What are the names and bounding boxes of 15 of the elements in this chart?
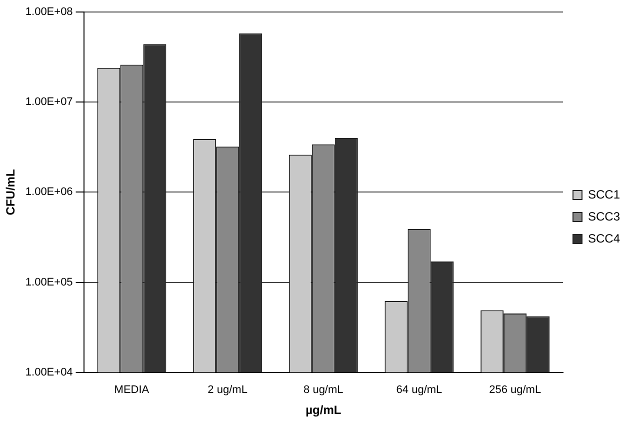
y-tick-label: 1.00E+06	[25, 186, 73, 198]
x-axis-title: µg/mL	[306, 403, 342, 418]
x-tick-label: 2 ug/mL	[208, 384, 248, 396]
y-tick-label: 1.00E+08	[25, 6, 73, 18]
legend-label: SCC3	[588, 209, 620, 224]
y-tick-label: 1.00E+07	[25, 96, 73, 108]
x-tick-label: 64 ug/mL	[396, 384, 442, 396]
y-tick-label: 1.00E+05	[25, 276, 73, 288]
legend-label: SCC4	[588, 231, 620, 246]
legend-label: SCC1	[588, 187, 620, 202]
x-tick-label: 256 ug/mL	[489, 384, 542, 396]
x-tick-label: 8 ug/mL	[304, 384, 344, 396]
y-tick-label: 1.00E+04	[25, 366, 73, 378]
x-tick-label: MEDIA	[114, 384, 150, 396]
y-axis-title: CFU/mL	[4, 169, 18, 216]
